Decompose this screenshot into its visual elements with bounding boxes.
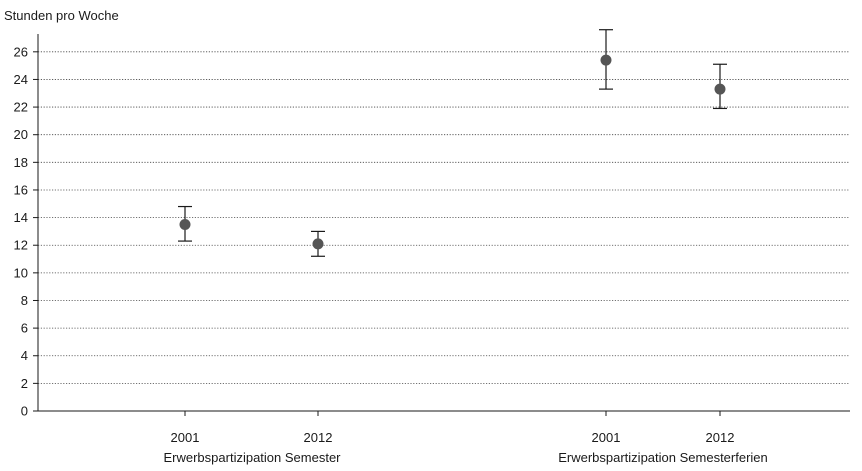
data-point-0-2012: [311, 230, 325, 257]
x-group-label: Erwerbspartizipation Semester: [163, 450, 341, 465]
y-tick-label: 14: [14, 210, 28, 225]
y-tick-label: 6: [21, 321, 28, 336]
axes: [33, 34, 850, 416]
x-tick-labels: 2001 2012 2001 2012 Erwerbspartizipation Sem…: [163, 430, 767, 465]
grid-lines: [38, 51, 850, 384]
y-tick-label: 12: [14, 238, 28, 253]
data-point-0-2001: [178, 205, 192, 242]
y-tick-label: 8: [21, 293, 28, 308]
y-tick-label: 20: [14, 127, 28, 142]
x-group-label: Erwerbspartizipation Semesterferien: [558, 450, 768, 465]
y-tick-label: 2: [21, 376, 28, 391]
y-tick-label: 24: [14, 72, 28, 87]
data-point-1-2001: [599, 29, 613, 90]
data-marker: [312, 238, 324, 250]
data-point-1-2012: [713, 63, 727, 110]
data-marker: [179, 219, 191, 230]
x-tick-label: 2012: [706, 430, 735, 445]
x-tick-label: 2001: [592, 430, 621, 445]
y-tick-label: 26: [14, 44, 28, 59]
y-tick-label: 0: [21, 404, 28, 419]
y-tick-label: 10: [14, 265, 28, 280]
data-marks: [178, 29, 727, 257]
y-tick-label: 16: [14, 182, 28, 197]
data-marker: [600, 54, 612, 66]
x-tick-label: 2001: [171, 430, 200, 445]
y-tick-label: 18: [14, 155, 28, 170]
y-tick-label: 4: [21, 348, 28, 363]
y-tick-label: 22: [14, 100, 28, 115]
x-tick-label: 2012: [304, 430, 333, 445]
data-marker: [714, 83, 726, 95]
y-axis-label: Stunden pro Woche: [4, 8, 119, 23]
